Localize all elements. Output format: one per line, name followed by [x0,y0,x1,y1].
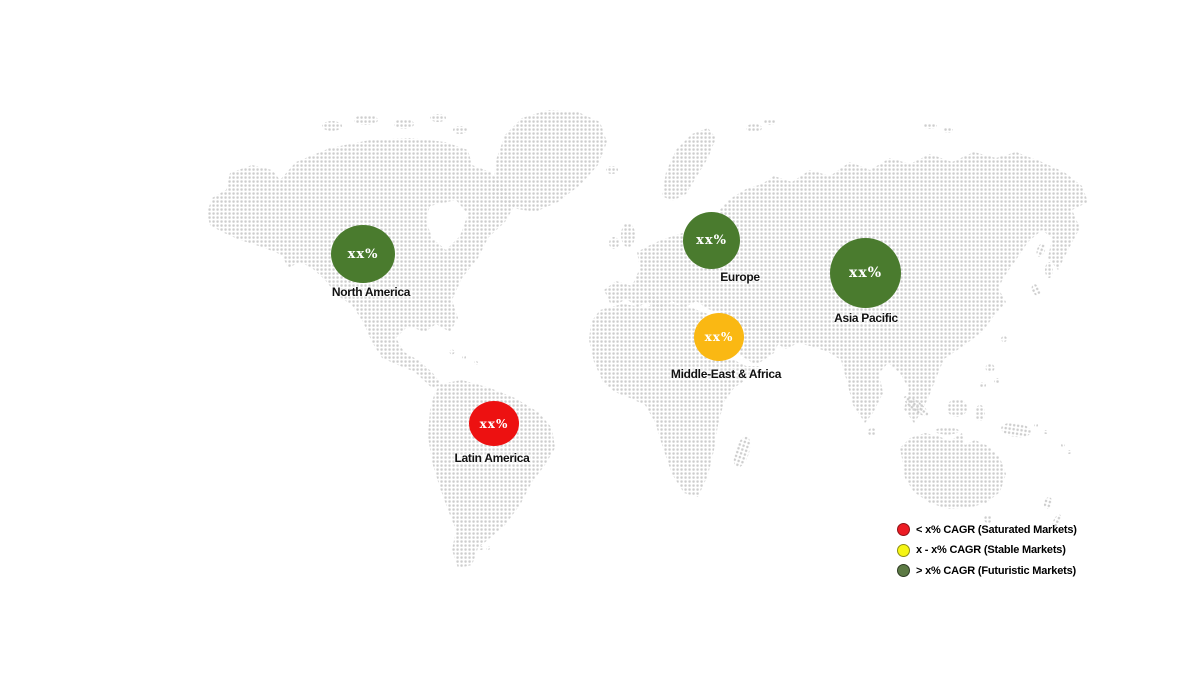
region-value: xx% [849,265,882,281]
legend-label: < x% CAGR (Saturated Markets) [916,523,1077,536]
legend: < x% CAGR (Saturated Markets) x - x% CAG… [897,523,1077,585]
region-bubble-europe: xx% [683,212,740,269]
legend-item-futuristic: > x% CAGR (Futuristic Markets) [897,564,1077,577]
legend-dot-futuristic-icon [897,564,910,577]
region-value: xx% [704,330,734,344]
region-bubble-latin-america: xx% [469,401,519,446]
region-label-europe: Europe [720,270,760,284]
region-label-north-america: North America [331,285,411,299]
legend-item-saturated: < x% CAGR (Saturated Markets) [897,523,1077,536]
region-value: xx% [347,246,379,262]
region-value: xx% [479,416,509,431]
legend-label: x - x% CAGR (Stable Markets) [916,544,1066,556]
region-label-middle-east-africa: Middle-East & Africa [670,367,782,381]
region-bubble-middle-east-africa: xx% [694,313,744,361]
legend-label: > x% CAGR (Futuristic Markets) [916,564,1076,577]
region-label-asia-pacific: Asia Pacific [834,311,898,325]
legend-item-stable: x - x% CAGR (Stable Markets) [897,543,1077,557]
region-value: xx% [696,233,727,248]
legend-dot-stable-icon [897,543,910,557]
region-bubble-north-america: xx% [331,225,395,283]
region-label-latin-america: Latin America [454,451,530,465]
region-bubble-asia-pacific: xx% [830,238,901,308]
legend-dot-saturated-icon [897,523,910,536]
